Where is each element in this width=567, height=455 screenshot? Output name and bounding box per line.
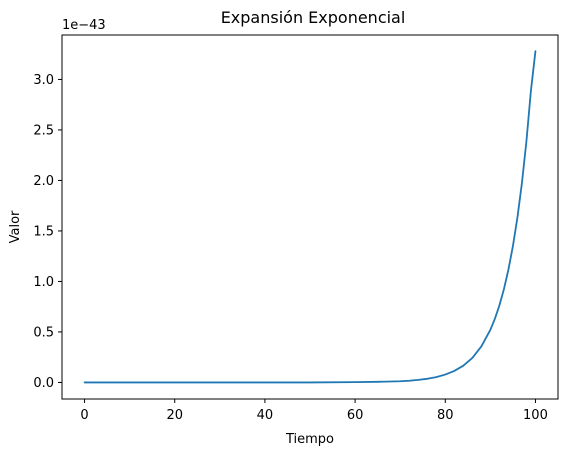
x-tick-label: 20 [166, 408, 183, 423]
x-tick-label: 0 [80, 408, 88, 423]
x-axis-label: Tiempo [285, 432, 334, 447]
y-axis-ticks: 0.0 0.5 1.0 1.5 2.0 2.5 3.0 [33, 73, 62, 391]
x-tick-label: 80 [437, 408, 454, 423]
series-layer [83, 50, 537, 384]
plot-area-frame [61, 34, 559, 400]
x-tick-label: 100 [523, 408, 548, 423]
y-axis-scale-label: 1e−43 [62, 18, 106, 33]
y-tick-label: 2.5 [33, 123, 54, 138]
y-tick-label: 0.5 [33, 325, 54, 340]
y-tick-label: 2.0 [33, 174, 54, 189]
x-axis-ticks: 0 20 40 60 80 100 [80, 399, 548, 423]
y-tick-label: 3.0 [33, 73, 54, 88]
y-tick-label: 0.0 [33, 376, 54, 391]
x-tick-label: 60 [347, 408, 364, 423]
y-tick-label: 1.0 [33, 275, 54, 290]
y-axis-label: Valor [8, 210, 23, 243]
y-tick-label: 1.5 [33, 224, 54, 239]
series-line [83, 50, 537, 384]
x-tick-label: 40 [257, 408, 274, 423]
chart-title: Expansión Exponencial [221, 8, 406, 27]
